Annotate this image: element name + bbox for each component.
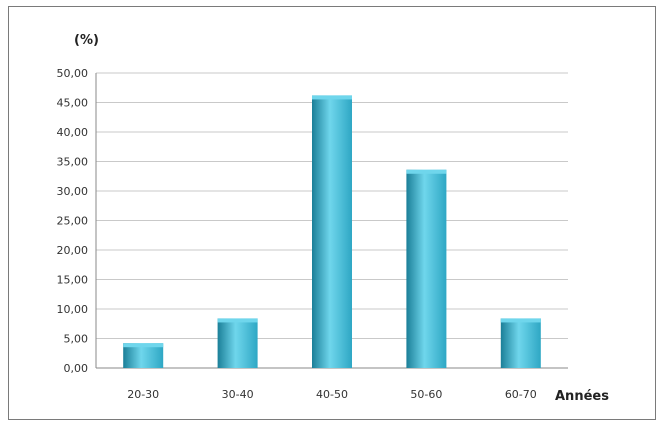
x-tick-label: 30-40 bbox=[222, 388, 254, 401]
tick-labels: 0,00 5,00 10,00 15,00 20,00 25,00 30,00 35,00 40… bbox=[57, 67, 537, 401]
y-tick-label: 0,00 bbox=[64, 362, 89, 375]
bar-cap-60-70 bbox=[500, 318, 541, 323]
bar-cap-20-30 bbox=[123, 343, 164, 348]
y-axis-label: (%) bbox=[74, 33, 99, 48]
bar-40-50 bbox=[312, 95, 352, 369]
y-tick-label: 5,00 bbox=[64, 333, 89, 346]
y-tick-label: 20,00 bbox=[57, 244, 89, 257]
x-tick-label: 60-70 bbox=[505, 388, 537, 401]
x-tick-label: 20-30 bbox=[127, 388, 159, 401]
y-tick-label: 45,00 bbox=[57, 97, 89, 110]
bar-cap-30-40 bbox=[217, 318, 258, 323]
x-tick-label: 40-50 bbox=[316, 388, 348, 401]
y-tick-label: 15,00 bbox=[57, 274, 89, 287]
bars bbox=[123, 95, 541, 369]
bar-cap-40-50 bbox=[312, 95, 352, 100]
bar-20-30 bbox=[123, 343, 164, 368]
bar-60-70 bbox=[500, 318, 541, 368]
x-tick-label: 50-60 bbox=[410, 388, 442, 401]
y-tick-label: 10,00 bbox=[57, 303, 89, 316]
y-tick-label: 50,00 bbox=[57, 67, 89, 80]
bar-30-40 bbox=[217, 318, 258, 368]
bar-50-60 bbox=[406, 169, 447, 368]
bar-cap-50-60 bbox=[406, 169, 447, 174]
x-axis-label: Années bbox=[555, 389, 609, 404]
y-tick-label: 35,00 bbox=[57, 156, 89, 169]
y-tick-label: 40,00 bbox=[57, 126, 89, 139]
y-tick-label: 30,00 bbox=[57, 185, 89, 198]
y-tick-label: 25,00 bbox=[57, 215, 89, 228]
